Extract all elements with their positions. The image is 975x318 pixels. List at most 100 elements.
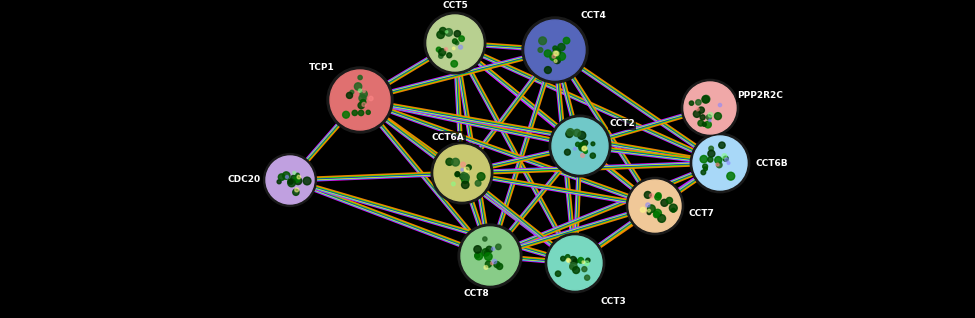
Circle shape (641, 207, 645, 212)
Circle shape (579, 142, 586, 149)
Circle shape (656, 193, 661, 198)
Circle shape (294, 177, 301, 185)
Text: CCT2: CCT2 (609, 120, 635, 128)
Circle shape (439, 49, 446, 56)
Circle shape (726, 172, 735, 180)
Circle shape (346, 92, 353, 99)
Circle shape (708, 157, 713, 162)
Circle shape (435, 23, 475, 63)
Circle shape (700, 115, 705, 120)
Circle shape (359, 95, 366, 102)
Circle shape (533, 28, 576, 72)
Circle shape (724, 158, 728, 162)
Circle shape (455, 172, 460, 176)
Text: CCT5: CCT5 (442, 1, 468, 10)
Circle shape (704, 167, 707, 171)
Circle shape (553, 48, 561, 56)
Circle shape (661, 199, 668, 206)
Circle shape (566, 128, 574, 136)
Circle shape (485, 253, 492, 260)
Circle shape (474, 246, 482, 253)
Circle shape (454, 31, 460, 37)
Circle shape (644, 191, 651, 198)
Circle shape (496, 263, 503, 269)
Circle shape (263, 154, 317, 206)
Circle shape (552, 118, 608, 174)
Circle shape (585, 275, 590, 280)
Circle shape (442, 153, 483, 193)
Circle shape (354, 83, 362, 90)
Circle shape (297, 175, 300, 179)
Circle shape (701, 143, 739, 183)
Circle shape (666, 197, 673, 204)
Circle shape (727, 162, 730, 164)
Circle shape (460, 174, 465, 179)
Circle shape (722, 154, 726, 158)
Circle shape (566, 255, 570, 259)
Circle shape (582, 140, 588, 146)
Circle shape (288, 179, 293, 184)
Circle shape (461, 176, 469, 183)
Circle shape (701, 170, 706, 175)
Circle shape (303, 177, 311, 185)
Circle shape (327, 67, 393, 133)
Circle shape (491, 247, 494, 251)
Circle shape (455, 41, 458, 45)
Circle shape (461, 162, 465, 167)
Circle shape (293, 176, 300, 183)
Circle shape (723, 156, 728, 161)
Circle shape (360, 91, 368, 98)
Circle shape (569, 257, 576, 264)
Circle shape (367, 110, 370, 114)
Circle shape (553, 46, 558, 51)
Circle shape (522, 17, 588, 83)
Circle shape (461, 169, 463, 171)
Circle shape (482, 249, 489, 256)
Circle shape (645, 203, 650, 207)
Circle shape (548, 236, 602, 290)
Circle shape (445, 29, 452, 36)
Text: CCT4: CCT4 (580, 10, 605, 19)
Circle shape (591, 142, 595, 146)
Circle shape (463, 174, 469, 180)
Circle shape (358, 75, 363, 80)
Circle shape (560, 126, 601, 166)
Circle shape (475, 180, 481, 186)
Circle shape (486, 261, 491, 267)
Circle shape (361, 100, 366, 105)
Circle shape (696, 107, 699, 111)
Circle shape (359, 89, 362, 92)
Circle shape (583, 149, 587, 153)
Circle shape (709, 119, 711, 122)
Circle shape (579, 144, 586, 151)
Circle shape (584, 261, 589, 266)
Circle shape (682, 80, 739, 137)
Circle shape (445, 48, 448, 51)
Text: CDC20: CDC20 (227, 176, 260, 184)
Circle shape (492, 259, 496, 264)
Text: CCT6B: CCT6B (756, 158, 789, 168)
Circle shape (458, 224, 522, 288)
Circle shape (556, 244, 595, 282)
Circle shape (654, 209, 661, 217)
Circle shape (582, 267, 587, 272)
Circle shape (555, 51, 559, 56)
Circle shape (702, 96, 709, 103)
Circle shape (362, 102, 366, 107)
Circle shape (363, 90, 366, 93)
Circle shape (451, 182, 455, 186)
Circle shape (716, 163, 720, 166)
Circle shape (439, 54, 443, 58)
Circle shape (485, 251, 489, 255)
Circle shape (475, 252, 483, 260)
Circle shape (719, 103, 722, 107)
Circle shape (424, 12, 486, 74)
Circle shape (629, 180, 681, 232)
Circle shape (446, 31, 448, 33)
Circle shape (565, 149, 570, 155)
Circle shape (292, 171, 295, 174)
Circle shape (434, 145, 490, 201)
Circle shape (369, 96, 373, 101)
Circle shape (578, 131, 586, 139)
Circle shape (552, 53, 556, 58)
